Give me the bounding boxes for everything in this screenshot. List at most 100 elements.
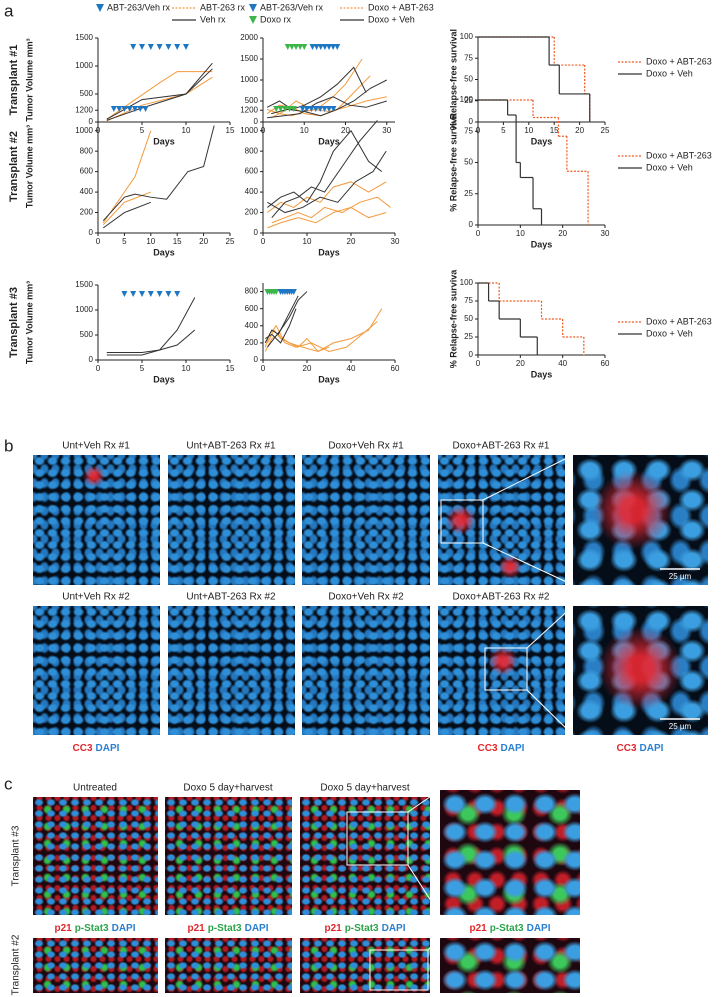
treatment-marker xyxy=(321,106,328,112)
treatment-marker xyxy=(183,44,189,50)
x-tick-label: 40 xyxy=(347,364,356,373)
treatment-marker xyxy=(288,44,295,50)
x-tick-label: 20 xyxy=(341,126,350,135)
treatment-marker xyxy=(286,106,293,112)
stain-label: CC3 DAPI xyxy=(617,743,664,754)
micrograph xyxy=(302,455,430,585)
treatment-marker xyxy=(130,291,137,297)
stain-name: DAPI xyxy=(640,743,664,754)
stain-name: DAPI xyxy=(527,923,551,934)
micrograph xyxy=(438,455,565,585)
x-tick-label: 10 xyxy=(182,364,191,373)
stain-label: CC3 DAPI xyxy=(478,743,525,754)
tumor-line xyxy=(106,297,196,353)
treatment-marker xyxy=(334,44,341,50)
tile-label: Doxo+Veh Rx #1 xyxy=(328,441,404,452)
tumor-line xyxy=(271,120,378,218)
x-tick-label: 0 xyxy=(96,237,101,246)
treatment-marker xyxy=(297,44,304,50)
y-tick-label: 400 xyxy=(80,187,94,196)
legend-label: ABT-263/Veh rx xyxy=(260,2,324,12)
treatment-marker xyxy=(139,44,145,50)
scale-bar-label: 25 µm xyxy=(669,722,692,731)
micrograph xyxy=(165,797,292,915)
x-tick-label: 5 xyxy=(122,237,127,246)
x-tick-label: 60 xyxy=(601,359,610,368)
panel-label: a xyxy=(4,1,14,20)
x-tick-label: 5 xyxy=(140,364,145,373)
tumor-line xyxy=(266,308,383,352)
stain-label: p21 p-Stat3 DAPI xyxy=(187,923,268,934)
x-tick-label: 0 xyxy=(476,359,481,368)
y-tick-label: 50 xyxy=(464,158,473,167)
micrograph xyxy=(300,938,430,993)
row-label: Transplant #2 xyxy=(11,934,22,995)
y-tick-label: 600 xyxy=(80,167,94,176)
x-tick-label: 15 xyxy=(226,126,235,135)
stain-name: CC3 xyxy=(617,743,637,754)
legend-label: Doxo rx xyxy=(260,14,292,24)
x-axis-label: Days xyxy=(318,374,340,384)
tumor-line xyxy=(267,96,387,119)
tumor-line xyxy=(266,75,371,117)
micrograph xyxy=(33,797,158,915)
y-tick-label: 2000 xyxy=(240,33,258,42)
tumor-line xyxy=(264,324,330,353)
x-tick-label: 20 xyxy=(558,229,567,238)
x-axis-label: Days xyxy=(531,369,553,379)
tumor-line xyxy=(102,191,151,226)
stain-name: p21 xyxy=(54,923,72,934)
y-tick-label: 0 xyxy=(469,220,474,229)
tile-label: Doxo+ABT-263 Rx #2 xyxy=(453,592,550,603)
y-tick-label: 25 xyxy=(464,189,473,198)
legend-label: Doxo + Veh xyxy=(646,68,693,78)
treatment-marker xyxy=(130,44,137,50)
treatment-marker xyxy=(326,44,332,50)
treatment-marker xyxy=(330,106,337,112)
tile-label: Unt+Veh Rx #2 xyxy=(62,592,130,603)
x-tick-label: 0 xyxy=(261,364,266,373)
y-tick-label: 400 xyxy=(245,321,259,330)
micrograph xyxy=(302,606,430,735)
y-tick-label: 50 xyxy=(464,75,473,84)
legend-label: Doxo + Veh xyxy=(646,162,693,172)
inset-connector xyxy=(427,937,441,951)
inset-connector xyxy=(526,689,574,736)
x-tick-label: 40 xyxy=(558,359,567,368)
treatment-marker xyxy=(299,106,306,112)
stain-label: p21 p-Stat3 DAPI xyxy=(324,923,405,934)
treatment-marker xyxy=(321,44,328,50)
stain-name: p21 xyxy=(187,923,205,934)
stain-name: DAPI xyxy=(245,923,269,934)
y-tick-label: 1200 xyxy=(75,105,93,114)
x-tick-label: 10 xyxy=(146,237,155,246)
x-tick-label: 10 xyxy=(524,126,533,135)
tile-label: Doxo+ABT-263 Rx #1 xyxy=(453,441,550,452)
column-label: Doxo 5 day+harvest xyxy=(183,783,272,794)
stain-name: p-Stat3 xyxy=(208,923,242,934)
y-axis-label: Tumor Volume mm³ xyxy=(24,281,34,364)
treatment-marker xyxy=(273,289,280,295)
y-tick-label: 1000 xyxy=(75,126,93,135)
stain-name: p-Stat3 xyxy=(75,923,109,934)
treatment-marker xyxy=(121,291,128,297)
x-tick-label: 20 xyxy=(303,364,312,373)
x-axis-label: Days xyxy=(531,136,553,146)
stain-name: CC3 xyxy=(478,743,498,754)
micrograph-zoom xyxy=(440,790,580,915)
y-tick-label: 800 xyxy=(80,146,94,155)
y-tick-label: 0 xyxy=(254,355,259,364)
y-tick-label: 50 xyxy=(464,314,473,323)
y-tick-label: 100 xyxy=(460,32,474,41)
inset-marks xyxy=(346,454,700,991)
y-axis-label: % Relapse-free surviva xyxy=(448,112,458,212)
y-tick-label: 800 xyxy=(245,146,259,155)
inset-box xyxy=(440,499,484,544)
tumor-line xyxy=(106,76,213,122)
x-tick-label: 20 xyxy=(347,237,356,246)
y-tick-label: 500 xyxy=(245,96,259,105)
y-tick-label: 0 xyxy=(89,355,94,364)
tumor-line xyxy=(267,291,308,348)
x-tick-label: 15 xyxy=(550,126,559,135)
treatment-marker xyxy=(126,106,133,112)
